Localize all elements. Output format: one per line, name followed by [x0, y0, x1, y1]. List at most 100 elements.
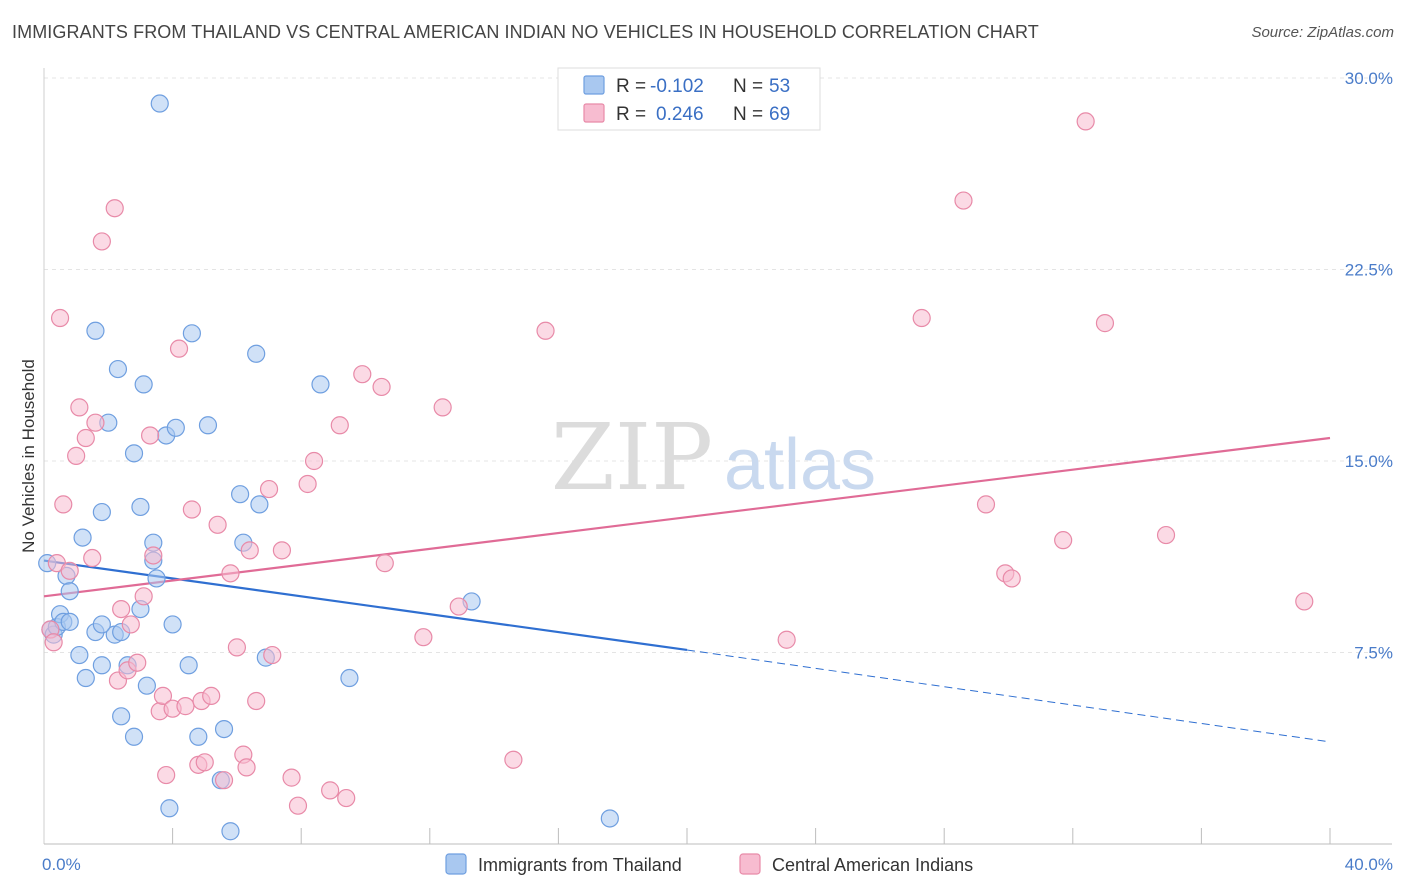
point-central-american: [375, 554, 394, 573]
point-central-american: [272, 541, 292, 560]
y-tick-label: 30.0%: [1345, 69, 1393, 88]
point-thailand: [221, 822, 240, 841]
legend-label-thailand: Immigrants from Thailand: [478, 855, 682, 875]
trend-line-thailand-extension: [686, 649, 1331, 743]
point-thailand: [60, 582, 79, 601]
stats-r-value: -0.102: [650, 76, 704, 97]
point-central-american: [353, 365, 372, 384]
point-central-american: [536, 321, 555, 340]
point-thailand: [179, 656, 198, 675]
x-tick-label: 0.0%: [42, 855, 81, 874]
point-central-american: [50, 308, 70, 328]
point-thailand: [137, 676, 156, 695]
point-thailand: [73, 528, 92, 547]
point-thailand: [163, 615, 182, 634]
point-thailand: [92, 615, 111, 634]
series-legend: Immigrants from Thailand Central America…: [445, 853, 973, 875]
point-thailand: [92, 502, 111, 522]
point-central-american: [128, 653, 147, 672]
point-central-american: [449, 597, 468, 616]
point-thailand: [92, 656, 111, 675]
point-thailand: [214, 719, 234, 739]
point-central-american: [777, 630, 796, 649]
source-credit: Source: ZipAtlas.com: [1251, 24, 1394, 41]
point-thailand: [247, 344, 266, 363]
point-central-american: [140, 426, 160, 445]
point-central-american: [182, 500, 201, 519]
stats-swatch-thailand: [583, 75, 605, 95]
point-thailand: [147, 569, 166, 588]
point-central-american: [1054, 531, 1073, 550]
watermark-zip: ZIP: [551, 404, 713, 511]
trend-line-central-american: [43, 436, 1331, 598]
point-central-american: [121, 615, 140, 634]
y-tick-label: 15.0%: [1345, 452, 1393, 471]
x-tick-label: 40.0%: [1345, 855, 1393, 874]
data-points: [38, 94, 1314, 841]
point-thailand: [600, 809, 619, 828]
stats-r-label: R =: [616, 76, 646, 97]
point-thailand: [86, 321, 105, 340]
point-central-american: [337, 788, 356, 808]
point-central-american: [330, 416, 349, 435]
point-central-american: [237, 758, 256, 777]
point-central-american: [83, 548, 102, 568]
point-thailand: [198, 416, 218, 435]
point-central-american: [504, 750, 523, 769]
point-thailand: [124, 444, 144, 463]
point-central-american: [263, 645, 282, 665]
point-central-american: [54, 495, 73, 514]
stats-r-value: 0.246: [656, 104, 704, 125]
stats-n-value: 53: [769, 76, 790, 97]
point-central-american: [86, 413, 105, 432]
point-central-american: [372, 377, 391, 397]
point-central-american: [157, 765, 176, 785]
point-thailand: [231, 485, 250, 504]
legend-item-thailand: Immigrants from Thailand: [445, 853, 682, 875]
point-thailand: [166, 418, 185, 437]
point-central-american: [112, 599, 131, 619]
y-tick-label: 7.5%: [1354, 644, 1393, 663]
point-thailand: [340, 668, 359, 688]
point-central-american: [134, 587, 153, 606]
point-thailand: [70, 645, 89, 665]
watermark-atlas: atlas: [724, 425, 876, 505]
axes: [43, 68, 1392, 845]
point-thailand: [60, 612, 79, 631]
point-central-american: [1002, 569, 1021, 588]
legend-label-central-american: Central American Indians: [772, 855, 973, 875]
watermark: ZIP atlas: [551, 404, 876, 511]
point-central-american: [105, 199, 124, 218]
point-thailand: [131, 497, 150, 517]
point-central-american: [169, 339, 189, 358]
point-central-american: [92, 232, 111, 251]
point-thailand: [250, 495, 269, 514]
point-central-american: [240, 541, 259, 560]
point-central-american: [304, 451, 324, 471]
legend-item-central-american: Central American Indians: [739, 853, 973, 875]
point-central-american: [954, 191, 973, 210]
point-central-american: [288, 796, 308, 815]
point-central-american: [912, 308, 931, 328]
y-tick-labels: 7.5% 15.0% 22.5% 30.0%: [1345, 69, 1393, 663]
point-central-american: [144, 546, 163, 565]
point-central-american: [259, 479, 279, 499]
point-thailand: [76, 668, 95, 688]
point-thailand: [182, 324, 201, 343]
point-central-american: [414, 628, 433, 647]
legend-swatch-thailand: [445, 853, 467, 875]
grid-lines: [44, 77, 1392, 653]
point-thailand: [150, 94, 169, 113]
stats-n-label: N =: [733, 76, 763, 97]
point-central-american: [1076, 112, 1095, 131]
stats-swatch-central-american: [583, 103, 605, 123]
point-central-american: [282, 768, 301, 787]
point-thailand: [160, 799, 179, 818]
y-axis-label: No Vehicles in Household: [19, 359, 38, 553]
point-central-american: [195, 753, 214, 772]
x-tick-labels: 0.0% 40.0%: [42, 855, 1393, 874]
legend-swatch-central-american: [739, 853, 761, 875]
point-thailand: [311, 375, 330, 394]
point-thailand: [112, 707, 131, 726]
point-central-american: [202, 686, 221, 706]
